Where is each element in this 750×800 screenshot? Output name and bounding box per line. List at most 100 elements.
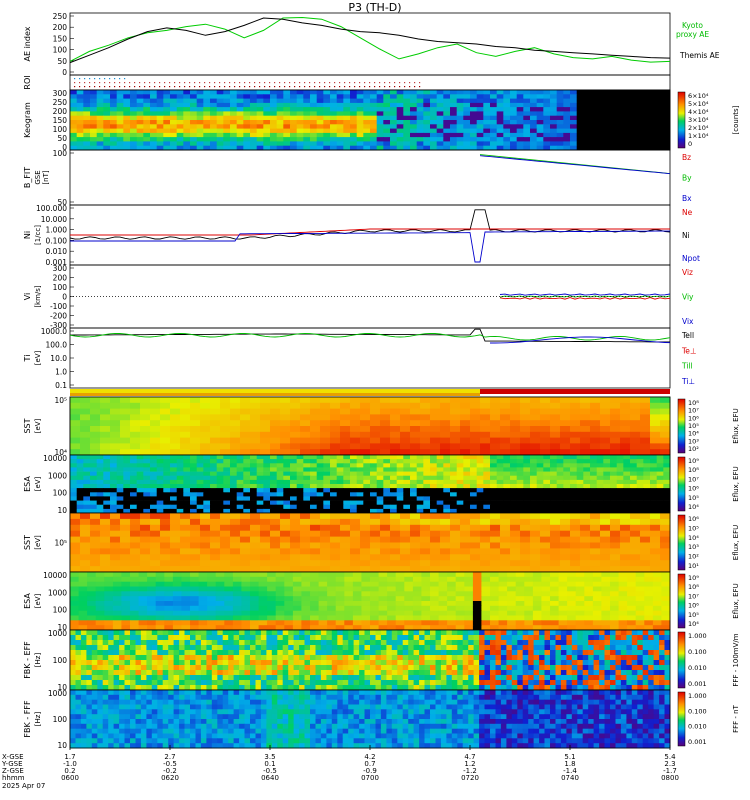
heatmap-cell	[410, 504, 418, 510]
heatmap-cell	[616, 467, 624, 472]
heatmap-cell	[316, 102, 324, 108]
heatmap-cell	[203, 102, 211, 108]
heatmap-cell	[320, 408, 331, 415]
heatmap-cell	[78, 605, 88, 611]
heatmap-cell	[455, 581, 465, 587]
heatmap-cell	[630, 513, 641, 520]
heatmap-cell	[336, 102, 344, 108]
y-tick-label: 50	[57, 134, 67, 143]
heatmap-cell	[163, 132, 171, 138]
heatmap-cell	[96, 488, 104, 493]
series-line-1	[69, 17, 671, 64]
heatmap-cell	[490, 605, 499, 611]
heatmap-cell	[350, 508, 358, 514]
heatmap-cell	[215, 610, 225, 616]
heatmap-cell	[483, 124, 491, 129]
heatmap-cell	[232, 610, 242, 616]
heatmap-cell	[510, 504, 518, 510]
heatmap-cell	[463, 455, 471, 460]
heatmap-cell	[96, 102, 104, 108]
heatmap-cell	[343, 488, 351, 493]
heatmap-cell	[263, 488, 271, 493]
heatmap-cell	[150, 455, 158, 460]
heatmap-cell	[215, 625, 225, 631]
heatmap-cell	[436, 128, 444, 134]
heatmap-cell	[592, 610, 602, 616]
heatmap-cell	[356, 479, 364, 485]
heatmap-cell	[430, 610, 439, 616]
heatmap-cell	[490, 437, 501, 444]
heatmap-cell	[463, 479, 471, 485]
heatmap-cell	[196, 102, 204, 108]
heatmap-cell	[503, 94, 511, 99]
heatmap-cell	[635, 605, 645, 611]
heatmap-cell	[380, 402, 391, 409]
heatmap-cell	[390, 420, 401, 427]
heatmap-cell	[290, 431, 301, 438]
heatmap-cell	[290, 115, 298, 121]
heatmap-cell	[120, 524, 131, 532]
heatmap-cell	[180, 560, 191, 567]
heatmap-cell	[370, 500, 378, 506]
heatmap-cell	[541, 581, 551, 587]
heatmap-cell	[216, 496, 224, 501]
heatmap-cell	[530, 467, 538, 472]
heatmap-cell	[196, 492, 204, 497]
heatmap-cell	[352, 605, 362, 611]
legend-entry: Themis AE	[679, 51, 720, 60]
heatmap-cell	[150, 471, 158, 477]
heatmap-cell	[210, 508, 218, 514]
heatmap-cell	[436, 115, 444, 121]
heatmap-cell	[270, 120, 278, 125]
heatmap-cell	[336, 459, 344, 464]
heatmap-cell	[510, 402, 521, 409]
series-line-2	[490, 336, 671, 344]
heatmap-cell	[103, 124, 111, 129]
heatmap-cell	[523, 496, 531, 501]
heatmap-cell	[378, 620, 388, 626]
heatmap-cell	[223, 132, 231, 138]
heatmap-cell	[356, 124, 364, 129]
heatmap-cell	[196, 94, 204, 99]
heatmap-cell	[576, 137, 584, 142]
heatmap-cell	[430, 484, 438, 489]
heatmap-cell	[116, 111, 124, 117]
heatmap-cell	[83, 459, 91, 464]
heatmap-cell	[170, 431, 181, 438]
heatmap-cell	[643, 496, 651, 501]
heatmap-cell	[532, 601, 542, 607]
heatmap-cell	[523, 90, 531, 95]
heatmap-cell	[616, 107, 624, 112]
heatmap-cell	[543, 479, 551, 485]
heatmap-cell	[310, 572, 319, 578]
heatmap-cell	[421, 625, 431, 631]
heatmap-cell	[96, 124, 104, 129]
heatmap-cell	[635, 591, 645, 597]
heatmap-cell	[83, 467, 91, 472]
heatmap-cell	[96, 475, 104, 481]
heatmap-cell	[483, 128, 491, 134]
heatmap-cell	[190, 560, 201, 567]
heatmap-cell	[560, 449, 571, 456]
heatmap-cell	[270, 554, 281, 561]
heatmap-cell	[156, 98, 164, 104]
heatmap-cell	[636, 508, 644, 514]
heatmap-cell	[323, 467, 331, 472]
heatmap-cell	[470, 408, 481, 415]
heatmap-cell	[323, 488, 331, 493]
heatmap-cell	[112, 605, 122, 611]
heatmap-cell	[310, 426, 321, 433]
heatmap-cell	[490, 479, 498, 485]
heatmap-cell	[507, 596, 517, 602]
heatmap-cell	[183, 145, 191, 151]
heatmap-cell	[530, 420, 541, 427]
heatmap-cell	[483, 132, 491, 138]
heatmap-cell	[356, 471, 364, 477]
heatmap-cell	[143, 459, 151, 464]
heatmap-cell	[323, 479, 331, 485]
heatmap-cell	[320, 524, 331, 532]
heatmap-cell	[256, 124, 264, 129]
heatmap-cell	[550, 479, 558, 485]
heatmap-cell	[396, 137, 404, 142]
heatmap-cell	[370, 513, 381, 520]
